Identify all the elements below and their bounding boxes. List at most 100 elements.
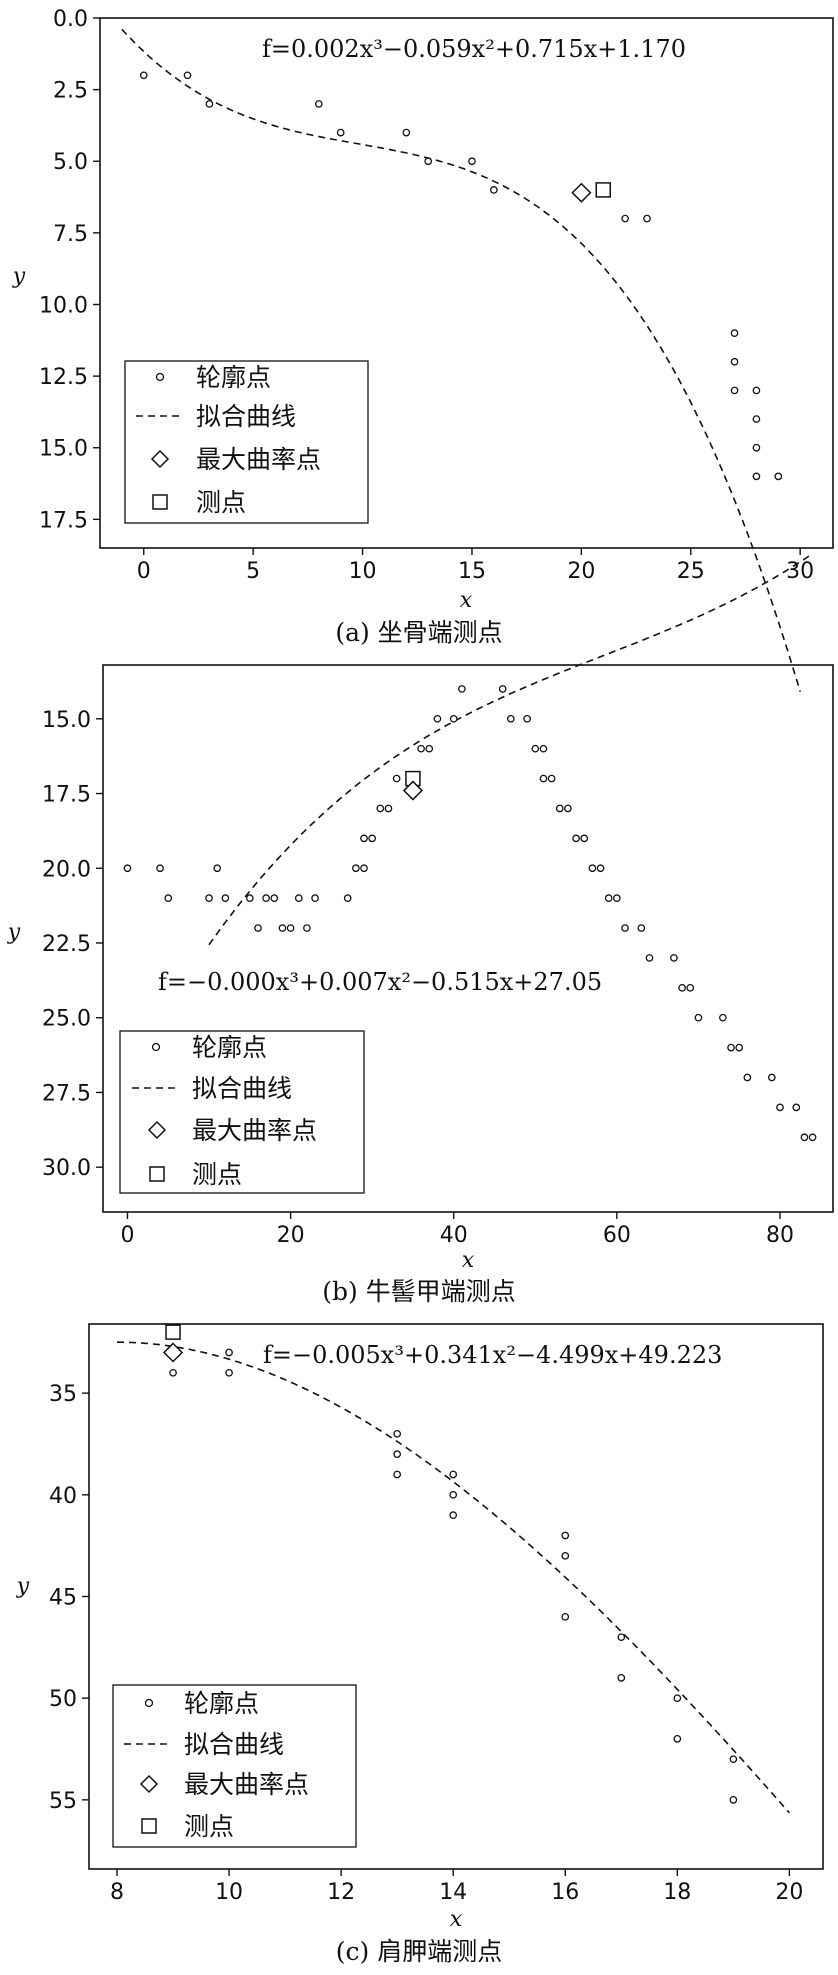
contour-point [729,1755,738,1764]
contour-point [752,386,761,395]
legend-label-fit: 拟合曲线 [184,1730,284,1759]
contour-point [808,1133,817,1142]
y-tick-label: 17.5 [42,783,91,808]
contour-point [613,894,621,902]
contour-point [402,128,411,137]
plot-frame [102,664,834,1213]
legend-frame [112,1684,357,1848]
contour-point [225,1348,233,1357]
contour-point [539,774,548,783]
contour-point [752,472,761,481]
y-axis-label: y [12,264,26,289]
contour-point [678,983,686,992]
legend-frame [124,360,369,524]
contour-point [417,744,425,753]
fit-curve [117,1341,791,1814]
legend-label-contour: 轮廓点 [196,363,271,392]
contour-point [596,864,605,873]
contour-point [730,329,739,337]
contour-point [449,1511,458,1520]
contour-point [561,1531,570,1540]
x-tick-label: 40 [440,1223,468,1248]
contour-point [523,714,531,723]
y-tick-label: 15.0 [42,708,91,733]
contour-point [393,1450,402,1458]
max-curvature-point [162,1342,184,1363]
panel-caption: (c) 肩胛端测点 [336,1937,502,1966]
contour-point [730,386,739,395]
contour-point [225,1368,233,1377]
legend-label-max-curvature: 最大曲率点 [184,1770,309,1799]
legend-label-fit: 拟合曲线 [192,1074,292,1103]
x-tick-label: 12 [327,1880,355,1905]
contour-point [311,894,319,902]
contour-point [561,1612,570,1621]
y-tick-label: 55 [49,1789,77,1814]
x-tick-label: 14 [439,1880,467,1905]
x-tick-label: 80 [766,1223,794,1248]
contour-point [580,834,589,843]
x-axis-label: x [450,1907,463,1932]
x-ticks: 8 10 12 14 16 18 20 [110,1869,803,1905]
contour-point [617,1633,626,1642]
contour-point [604,894,613,902]
contour-point [774,472,783,481]
legend-measurement-symbol [141,1818,157,1834]
y-tick-label: 27.5 [42,1081,91,1106]
contour-point [727,1043,735,1052]
contour-point [547,774,556,783]
y-ticks: 35 40 45 50 55 [49,1382,89,1814]
chart-panel-b: 0 20 40 60 80 15.0 17.5 20.0 22.5 25.0 27.5 30.0 f… [7,552,834,1306]
contour-point [286,924,295,932]
legend-measurement-symbol [149,1166,165,1182]
plot-frame [99,17,834,549]
x-tick-label: 10 [215,1880,243,1905]
y-tick-label: 15.0 [39,437,88,462]
legend-frame [119,1030,365,1194]
contour-point [730,357,739,366]
x-tick-label: 16 [551,1880,579,1905]
legend-max-curvature-symbol [139,1774,159,1794]
contour-point [468,157,476,166]
contour-point [588,864,597,873]
legend-label-measurement: 测点 [192,1160,242,1189]
contour-point [425,744,434,753]
x-tick-label: 18 [663,1880,691,1905]
contour-point [449,714,458,723]
contour-point [555,804,564,813]
y-tick-label: 0.0 [53,7,88,32]
x-tick-label: 20 [775,1880,803,1905]
contour-point [351,864,360,873]
contour-point [621,214,629,223]
y-axis-label: y [7,920,21,945]
contour-point [205,894,213,902]
x-tick-label: 20 [567,559,595,584]
legend-label-measurement: 测点 [196,488,246,517]
x-tick-label: 5 [246,559,260,584]
measurement-point [595,182,612,198]
legend-label-contour: 轮廓点 [192,1033,267,1062]
contour-point [643,214,651,223]
legend-contour-symbol [144,1698,154,1708]
x-axis-label: x [462,1248,475,1273]
contour-point [694,1013,703,1022]
legend-label-contour: 轮廓点 [184,1689,259,1718]
max-curvature-point [571,182,592,203]
legend: 轮廓点 拟合曲线 最大曲率点 测点 [112,1684,357,1848]
contour-point [393,1470,402,1479]
contour-point [156,864,164,873]
contour-point [262,894,270,902]
contour-point [498,685,507,693]
contour-point [294,894,303,902]
contour-point [392,774,401,783]
contour-point [776,1103,784,1112]
contour-point [539,744,548,753]
contour-point [393,1429,402,1438]
legend-max-curvature-symbol [150,449,170,469]
contour-point [449,1490,458,1499]
y-tick-label: 35 [49,1382,77,1407]
y-ticks: 0.0 2.5 5.0 7.5 10.0 12.5 15.0 17.5 [39,7,100,533]
contour-point [490,186,498,194]
contour-point [686,983,695,992]
